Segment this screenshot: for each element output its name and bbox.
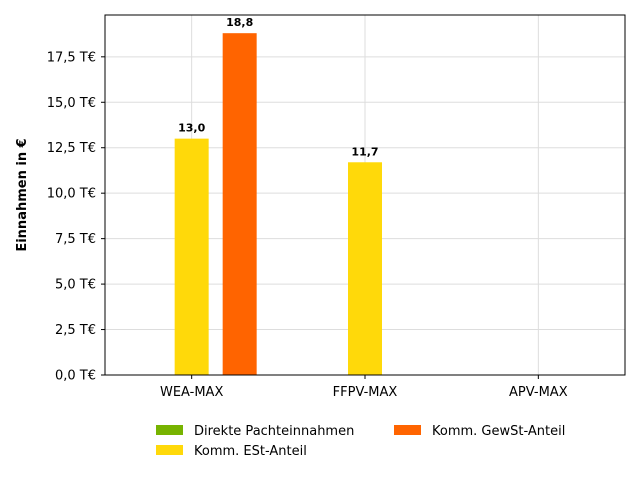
y-tick-label: 7,5 T€ [55,232,96,247]
x-tick-label: FFPV-MAX [333,385,398,400]
x-axis: WEA-MAX FFPV-MAX APV-MAX [160,375,568,400]
y-tick-label: 15,0 T€ [47,96,96,111]
legend-label: Komm. ESt-Anteil [194,444,307,459]
data-labels: 13,0 18,8 11,7 [178,16,378,158]
bar [174,138,209,375]
legend-swatch [156,445,183,455]
y-tick-label: 10,0 T€ [47,187,96,202]
x-tick-label: APV-MAX [509,385,568,400]
legend: Direkte Pachteinnahmen Komm. ESt-Anteil Ko… [156,424,565,459]
data-label: 18,8 [226,16,253,29]
y-tick-label: 0,0 T€ [55,369,96,384]
legend-swatch [156,425,183,435]
data-label: 11,7 [351,145,378,158]
y-tick-label: 12,5 T€ [47,141,96,156]
legend-swatch [394,425,421,435]
y-tick-label: 17,5 T€ [47,50,96,65]
legend-label: Direkte Pachteinnahmen [194,424,354,439]
y-tick-label: 2,5 T€ [55,323,96,338]
y-tick-label: 5,0 T€ [55,278,96,293]
y-axis: 0,0 T€ 2,5 T€ 5,0 T€ 7,5 T€ 10,0 T€ 12,5 T€ 15… [47,50,105,384]
y-axis-label: Einnahmen in € [15,138,30,251]
bars [174,33,382,375]
bar [222,33,257,375]
data-label: 13,0 [178,122,205,135]
bar [348,162,382,375]
x-tick-label: WEA-MAX [160,385,223,400]
legend-label: Komm. GewSt-Anteil [432,424,565,439]
